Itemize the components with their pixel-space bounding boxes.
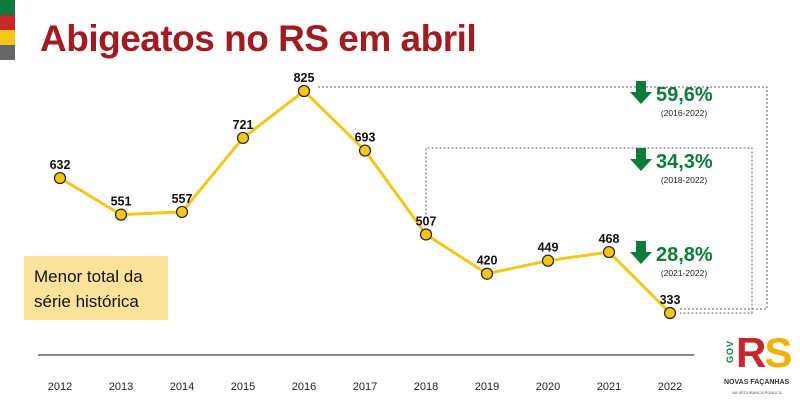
logo-rs-text: RS bbox=[736, 329, 792, 376]
down-arrow-icon bbox=[630, 241, 652, 264]
drop-percentage: 34,3% bbox=[656, 151, 713, 173]
drop-range: (2016-2022) bbox=[661, 108, 707, 118]
data-label: 632 bbox=[50, 158, 71, 172]
stripe-red bbox=[0, 15, 15, 30]
color-stripe bbox=[0, 0, 15, 60]
data-label: 693 bbox=[355, 131, 376, 145]
logo-gov-text: GOV bbox=[725, 340, 735, 364]
data-point bbox=[236, 131, 250, 145]
down-arrow-icon bbox=[630, 81, 652, 104]
x-tick-label: 2018 bbox=[414, 381, 438, 393]
data-label: 721 bbox=[233, 118, 254, 132]
drop-percentage: 28,8% bbox=[656, 244, 713, 266]
data-label: 507 bbox=[416, 214, 437, 228]
data-label: 551 bbox=[111, 195, 132, 209]
data-point bbox=[358, 144, 372, 157]
data-point bbox=[53, 171, 67, 185]
data-point bbox=[419, 228, 433, 241]
data-label: 468 bbox=[599, 232, 620, 246]
drop-range: (2018-2022) bbox=[661, 175, 707, 185]
x-tick-label: 2014 bbox=[170, 381, 194, 393]
bracket-2018-2022 bbox=[425, 147, 753, 314]
x-tick-label: 2022 bbox=[658, 381, 682, 393]
bracket-2016-2022 bbox=[318, 86, 768, 310]
data-label: 449 bbox=[538, 241, 559, 255]
lowest-total-note: Menor total da série histórica bbox=[24, 256, 168, 320]
data-point bbox=[663, 306, 677, 320]
logo-r: R bbox=[736, 329, 766, 376]
data-point bbox=[541, 254, 555, 267]
data-point bbox=[297, 84, 311, 98]
logo-s: S bbox=[764, 329, 792, 376]
x-tick-label: 2021 bbox=[597, 381, 621, 393]
x-tick-label: 2015 bbox=[231, 381, 255, 393]
data-point bbox=[175, 205, 189, 219]
stripe-yellow bbox=[0, 30, 15, 45]
down-arrow-icon bbox=[630, 148, 652, 171]
drop-percentage: 59,6% bbox=[656, 84, 713, 106]
note-line-2: série histórica bbox=[34, 292, 139, 311]
data-label: 333 bbox=[660, 293, 681, 307]
note-line-1: Menor total da bbox=[34, 267, 143, 286]
x-tick-label: 2020 bbox=[536, 381, 560, 393]
rs-government-logo: GOV RS NOVAS FAÇANHAS NA SEGURANÇA PÚBLI… bbox=[720, 330, 796, 404]
x-tick-label: 2012 bbox=[48, 381, 72, 393]
x-tick-label: 2013 bbox=[109, 381, 133, 393]
x-tick-label: 2019 bbox=[475, 381, 499, 393]
drop-range: (2021-2022) bbox=[661, 268, 707, 278]
x-tick-label: 2016 bbox=[292, 381, 316, 393]
data-label: 557 bbox=[172, 192, 193, 206]
data-label: 825 bbox=[294, 71, 315, 85]
stripe-gray bbox=[0, 45, 15, 60]
x-tick-label: 2017 bbox=[353, 381, 377, 393]
data-point bbox=[480, 267, 494, 280]
data-point bbox=[602, 245, 616, 259]
stripe-green bbox=[0, 0, 15, 15]
data-point bbox=[114, 208, 128, 221]
data-label: 420 bbox=[477, 254, 498, 268]
logo-slogan: NOVAS FAÇANHAS bbox=[724, 379, 790, 386]
chart-title: Abigeatos no RS em abril bbox=[40, 18, 477, 59]
logo-subtitle: NA SEGURANÇA PÚBLICA bbox=[732, 390, 782, 395]
